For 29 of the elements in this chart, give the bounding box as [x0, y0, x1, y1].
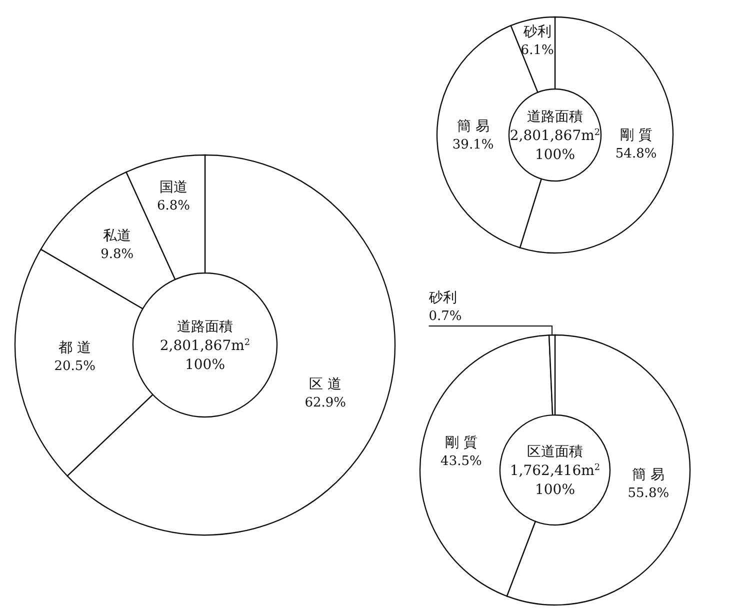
text: 100%	[534, 482, 576, 498]
data-label: 43.5%	[440, 454, 482, 469]
text: 区道面積	[527, 444, 583, 460]
text: 道路面積	[527, 109, 583, 125]
data-label: 9.8%	[100, 246, 134, 262]
slice-label: 砂利	[522, 24, 552, 40]
slice-label: 私道	[103, 228, 132, 244]
data-label: 62.9%	[304, 396, 346, 411]
slice-label: 区 道	[309, 376, 342, 393]
text: 1,762,416m$^{2}$	[510, 463, 600, 479]
slice-label: 剛 質	[444, 434, 478, 451]
data-label: 54.8%	[615, 146, 657, 162]
slice-label: 砂利	[428, 290, 457, 306]
data-label: 0.7%	[428, 309, 462, 324]
data-label: 20.5%	[54, 359, 96, 374]
data-label: 39.1%	[452, 137, 494, 152]
text: 100%	[534, 147, 576, 163]
text: 2,801,867m$^{2}$	[160, 338, 250, 354]
slice-label: 簡 易	[632, 467, 665, 484]
slice-label: 都 道	[58, 340, 92, 356]
slice-label: 簡 易	[456, 118, 490, 134]
slice-label: 剛 質	[620, 127, 652, 144]
text: 100%	[184, 357, 226, 373]
text: 2,801,867m$^{2}$	[510, 128, 600, 144]
slice-label: 国道	[159, 180, 188, 196]
data-label: 55.8%	[628, 486, 670, 502]
text: 道路面積	[177, 319, 233, 335]
data-label: 6.1%	[520, 42, 554, 58]
data-label: 6.8%	[156, 198, 190, 214]
